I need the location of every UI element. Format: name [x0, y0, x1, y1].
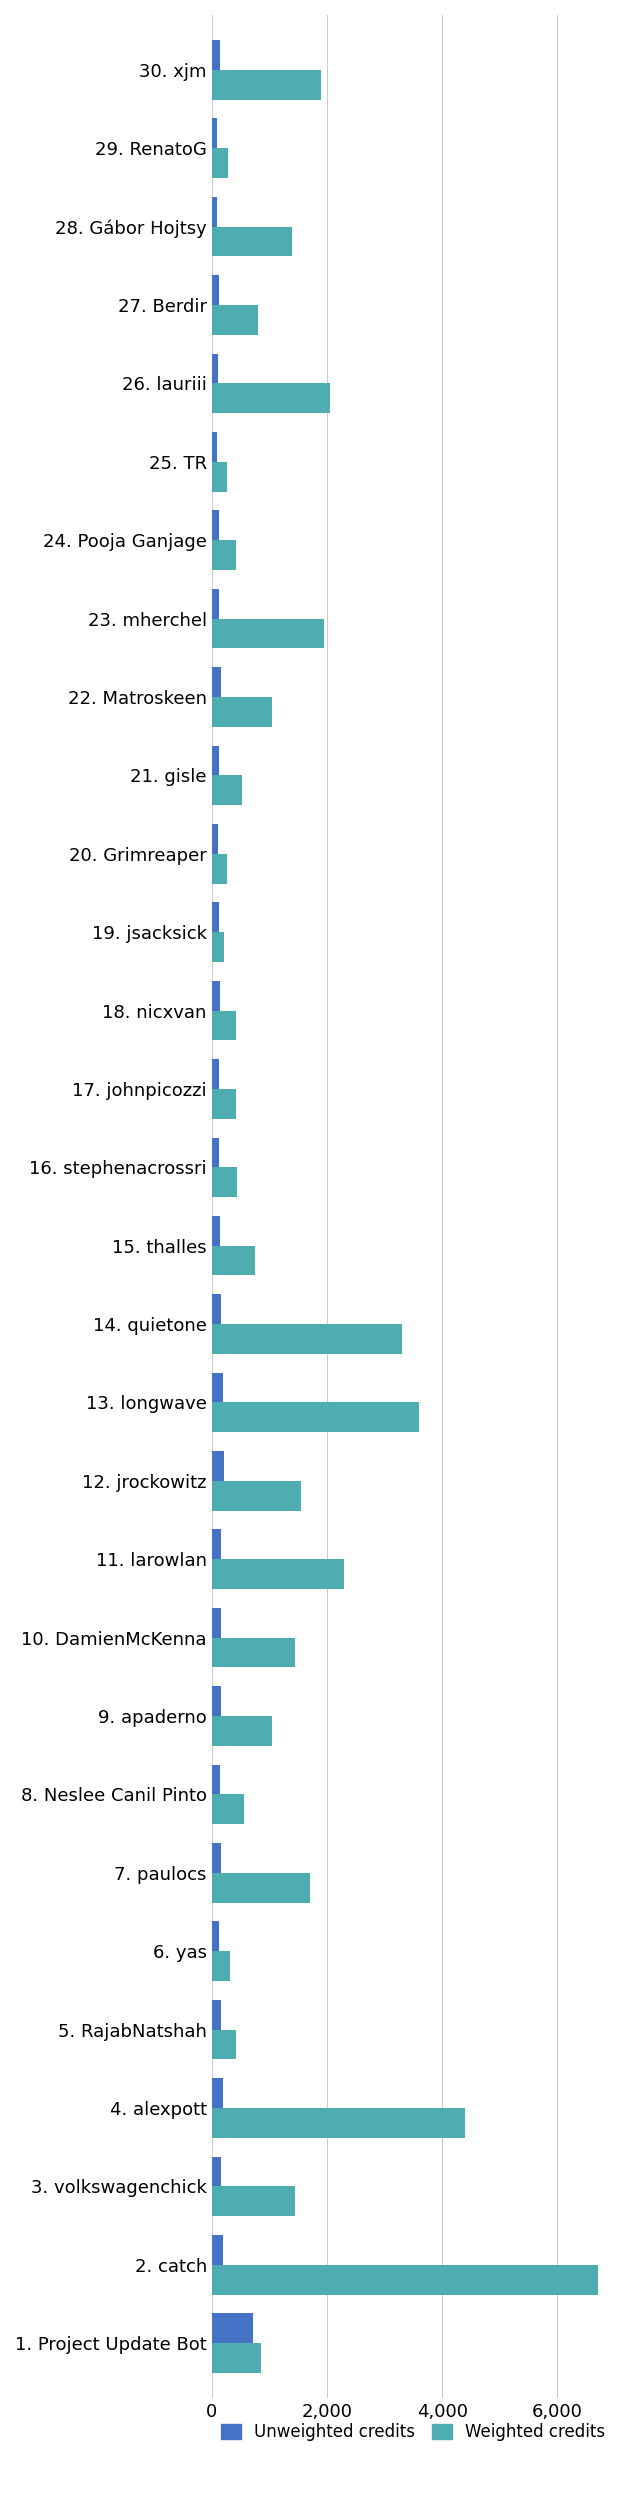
Bar — [212, 2000, 220, 2030]
Bar — [212, 2312, 253, 2342]
Bar — [212, 589, 219, 619]
Bar — [212, 2264, 598, 2295]
Bar — [212, 1011, 236, 1039]
Bar — [212, 1844, 220, 1872]
Bar — [212, 1716, 272, 1746]
Bar — [212, 1794, 244, 1824]
Bar — [212, 1089, 236, 1120]
Bar — [212, 1374, 222, 1401]
Bar — [212, 1952, 230, 1980]
Bar — [212, 1293, 221, 1323]
Bar — [212, 1401, 419, 1432]
Bar — [212, 541, 236, 571]
Bar — [212, 463, 227, 491]
Bar — [212, 1560, 344, 1590]
Bar — [212, 1638, 295, 1668]
Bar — [212, 196, 217, 226]
Bar — [212, 1137, 219, 1167]
Bar — [212, 355, 218, 382]
Bar — [212, 2186, 295, 2217]
Bar — [212, 304, 258, 335]
Legend: Unweighted credits, Weighted credits: Unweighted credits, Weighted credits — [213, 2415, 614, 2448]
Bar — [212, 1608, 221, 1638]
Bar — [212, 148, 228, 179]
Bar — [212, 823, 218, 853]
Bar — [212, 931, 224, 961]
Bar — [212, 1167, 237, 1198]
Bar — [212, 40, 220, 70]
Bar — [212, 1686, 221, 1716]
Bar — [212, 903, 219, 931]
Bar — [212, 226, 292, 257]
Bar — [212, 667, 221, 697]
Bar — [212, 2108, 465, 2139]
Bar — [212, 382, 329, 413]
Bar — [212, 1323, 402, 1354]
Bar — [212, 2234, 223, 2264]
Bar — [212, 511, 219, 541]
Bar — [212, 775, 242, 805]
Bar — [212, 619, 324, 649]
Bar — [212, 1245, 255, 1276]
Bar — [212, 1764, 220, 1794]
Bar — [212, 697, 272, 727]
Bar — [212, 1059, 219, 1089]
Bar — [212, 2156, 221, 2186]
Bar — [212, 2078, 224, 2108]
Bar — [212, 1922, 219, 1952]
Bar — [212, 1872, 309, 1902]
Bar — [212, 274, 219, 304]
Bar — [212, 433, 217, 463]
Bar — [212, 1482, 301, 1510]
Bar — [212, 70, 321, 101]
Bar — [212, 2030, 236, 2061]
Bar — [212, 2342, 261, 2373]
Bar — [212, 745, 219, 775]
Bar — [212, 853, 227, 883]
Bar — [212, 1215, 220, 1245]
Bar — [212, 1530, 221, 1560]
Bar — [212, 118, 217, 148]
Bar — [212, 981, 220, 1011]
Bar — [212, 1452, 224, 1482]
